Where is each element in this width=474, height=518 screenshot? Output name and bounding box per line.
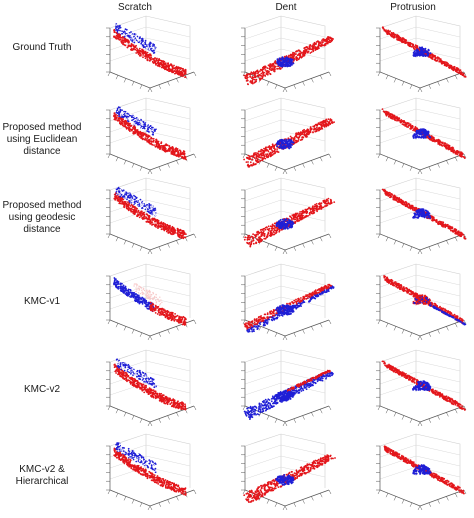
dent-points-blue (275, 390, 294, 402)
protrusion-points (412, 128, 432, 139)
protrusion-points (412, 46, 432, 57)
surface-points-red (149, 301, 187, 326)
defect-points-white (115, 187, 157, 217)
panel-protrusion-row-3 (376, 177, 467, 255)
defect-points (133, 283, 163, 306)
panel-protrusion-row-4 (376, 263, 467, 341)
row-label-line: KMC-v2 & (19, 464, 65, 475)
panel-dent-row-2 (241, 97, 335, 175)
panel-scratch-row-5 (106, 349, 197, 427)
panel-dent-row-5 (241, 349, 334, 427)
surface-points-blue (429, 303, 467, 326)
defect-points-blue (115, 442, 157, 474)
panel-protrusion-row-6 (376, 433, 467, 511)
row-label-line: KMC-v1 (23, 296, 61, 307)
axes-box (106, 15, 197, 93)
defect-points-blue (115, 358, 157, 389)
defect-points-white (115, 24, 156, 52)
dent-points-blue (275, 138, 295, 150)
row-label-line: Hierarchical (15, 476, 69, 487)
dent-points-blue (275, 218, 295, 230)
column-header-protrusion: Protrusion (390, 2, 436, 13)
surface-points-red (381, 360, 466, 411)
axes-box (376, 97, 467, 175)
panel-dent-row-4 (241, 263, 335, 341)
row-label-line: distance (23, 224, 61, 235)
surface-points-red (113, 363, 187, 411)
panel-scratch-row-1 (106, 15, 197, 93)
surface-points-red (287, 369, 331, 393)
axes-box (241, 97, 332, 175)
axes-box (241, 15, 332, 93)
panel-scratch-row-2 (106, 97, 197, 175)
defect-points-white (115, 105, 157, 135)
row-label-line: Ground Truth (12, 42, 72, 53)
column-header-scratch: Scratch (118, 2, 152, 13)
surface-points-red (243, 283, 332, 330)
axes-box (106, 97, 197, 175)
surface-points-red (243, 36, 334, 86)
surface-points-red (243, 454, 336, 503)
surface-points-red (113, 192, 187, 240)
row-label-kmc-v1: KMC-v1 (0, 296, 84, 308)
row-label-kmc-v2: KMC-v2 (0, 384, 84, 396)
dent-points-blue (275, 304, 295, 316)
surface-points-red (382, 26, 467, 78)
surface-points-red (113, 112, 187, 161)
axes-box (376, 349, 467, 427)
axes-box (241, 263, 332, 341)
axes-box (106, 349, 197, 427)
row-label-line: KMC-v2 (23, 384, 61, 395)
axes-box (241, 177, 332, 255)
dent-points-blue (276, 56, 295, 68)
protrusion-points (412, 380, 432, 391)
column-header-dent: Dent (275, 2, 297, 13)
axes-box (106, 263, 197, 341)
protrusion-points (412, 208, 432, 219)
surface-points-blue (113, 277, 155, 313)
protrusion-points-blue (413, 296, 432, 305)
row-label-line: distance (23, 146, 61, 157)
panel-protrusion-row-2 (376, 97, 467, 175)
panel-scratch-row-3 (106, 177, 197, 255)
row-label-line: using Euclidean (6, 134, 78, 145)
surface-points-red (113, 28, 187, 78)
dent-points-blue (275, 474, 295, 486)
panel-dent-row-3 (241, 177, 336, 255)
defect-points-white (115, 360, 157, 387)
row-label-line: Proposed method (2, 122, 82, 133)
row-label-geodesic: Proposed method using geodesic distance (0, 200, 84, 236)
surface-points-red (113, 447, 187, 496)
panel-scratch-row-6 (106, 433, 197, 511)
row-label-euclidean: Proposed method using Euclidean distance (0, 122, 84, 158)
panel-dent-row-6 (241, 433, 336, 511)
panel-protrusion-row-5 (376, 349, 467, 427)
panel-scratch-row-4 (106, 263, 197, 341)
row-label-line: Proposed method (2, 200, 82, 211)
axes-box (376, 263, 467, 341)
defect-points-white (116, 443, 157, 472)
protrusion-points (412, 464, 432, 475)
panel-dent-row-1 (241, 15, 334, 93)
panel-protrusion-row-1 (376, 15, 467, 93)
row-label-kmc-v2-hierarchical: KMC-v2 & Hierarchical (0, 464, 84, 488)
row-label-line: using geodesic (8, 212, 76, 223)
row-label-ground-truth: Ground Truth (0, 42, 84, 54)
